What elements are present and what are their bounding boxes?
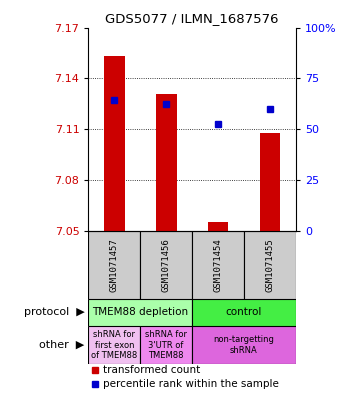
Bar bbox=[192, 231, 244, 299]
Title: GDS5077 / ILMN_1687576: GDS5077 / ILMN_1687576 bbox=[105, 12, 279, 25]
Bar bbox=[259, 132, 280, 231]
Text: GSM1071457: GSM1071457 bbox=[110, 238, 119, 292]
Text: shRNA for
first exon
of TMEM88: shRNA for first exon of TMEM88 bbox=[91, 330, 137, 360]
Bar bbox=[88, 326, 140, 364]
Text: shRNA for
3'UTR of
TMEM88: shRNA for 3'UTR of TMEM88 bbox=[145, 330, 187, 360]
Bar bbox=[104, 56, 125, 231]
Bar bbox=[140, 326, 192, 364]
Text: GSM1071456: GSM1071456 bbox=[162, 238, 171, 292]
Text: GSM1071454: GSM1071454 bbox=[214, 238, 222, 292]
Text: percentile rank within the sample: percentile rank within the sample bbox=[103, 378, 279, 389]
Text: TMEM88 depletion: TMEM88 depletion bbox=[92, 307, 188, 317]
Bar bbox=[244, 231, 296, 299]
Text: protocol  ▶: protocol ▶ bbox=[23, 307, 84, 317]
Bar bbox=[156, 94, 176, 231]
Text: transformed count: transformed count bbox=[103, 365, 200, 375]
Text: control: control bbox=[226, 307, 262, 317]
Bar bbox=[192, 326, 296, 364]
Bar bbox=[192, 299, 296, 326]
Bar bbox=[140, 231, 192, 299]
Bar bbox=[88, 231, 140, 299]
Text: GSM1071455: GSM1071455 bbox=[266, 238, 274, 292]
Text: non-targetting
shRNA: non-targetting shRNA bbox=[214, 335, 274, 355]
Bar bbox=[208, 222, 228, 231]
Text: other  ▶: other ▶ bbox=[39, 340, 84, 350]
Bar bbox=[88, 299, 192, 326]
